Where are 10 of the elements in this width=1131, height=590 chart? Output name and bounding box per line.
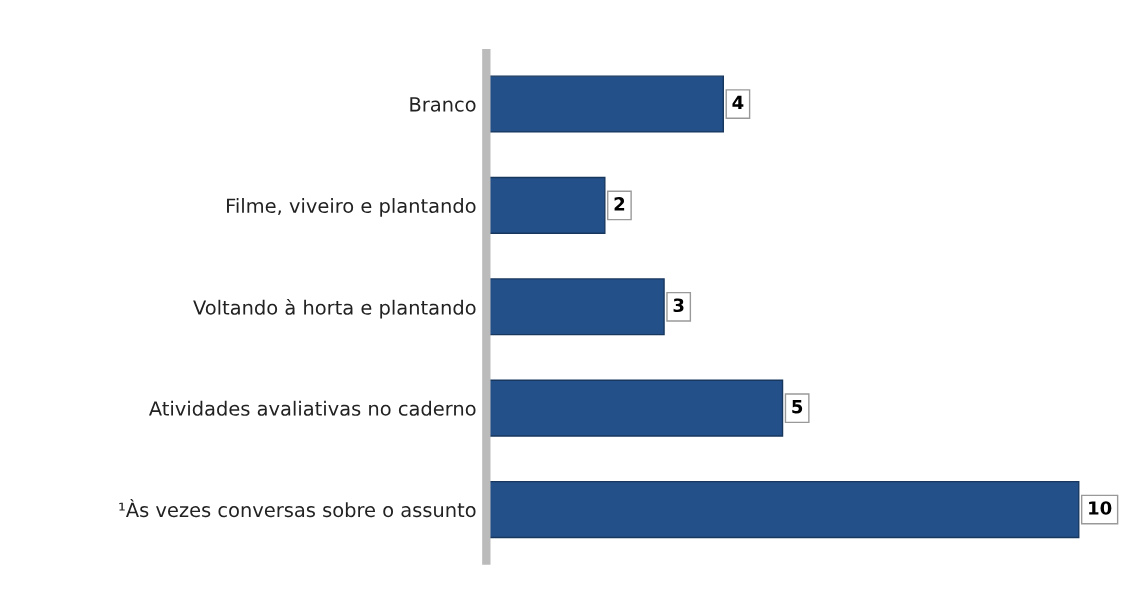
y-tick-label: Filme, viveiro e plantando (227, 198, 476, 217)
data-label: 4 (732, 95, 744, 110)
y-tick-label: ¹Às vezes conversas sobre o assunto (119, 498, 476, 518)
data-label: 10 (1089, 501, 1112, 515)
data-label: 5 (792, 400, 803, 414)
y-tick-label: Voltando à horta e plantando (193, 299, 476, 319)
y-tick-label: Branco (410, 97, 476, 112)
data-label: 2 (614, 197, 625, 211)
y-tick-label: Atividades avaliativas no caderno (148, 400, 476, 416)
data-label: 3 (673, 298, 684, 313)
